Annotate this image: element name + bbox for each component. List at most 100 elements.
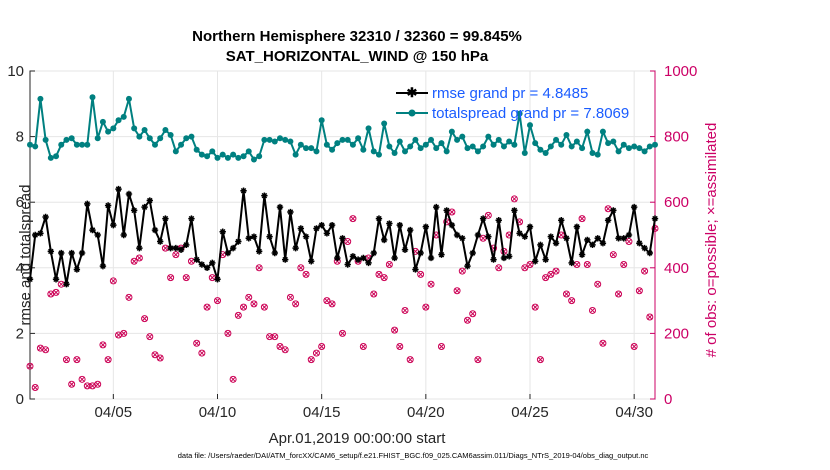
obs-assimilated-marker [214,297,221,304]
obs-assimilated-marker [381,274,388,281]
obs-possible-marker [547,270,555,278]
obs-count-point [156,354,164,362]
obs-count-point [120,329,128,337]
obs-assimilated-marker [47,291,54,297]
rmse-point [183,241,190,249]
totalspread-point [313,148,320,155]
obs-assimilated-marker [459,268,466,274]
obs-assimilated-marker [79,376,85,383]
rmse-point [448,221,456,229]
obs-count-point [469,310,477,318]
rmse-point [615,235,622,242]
obs-assimilated-marker [157,355,164,361]
obs-count-point [229,375,237,383]
obs-assimilated-marker [204,304,210,311]
rmse-point [641,244,648,252]
obs-assimilated-marker [292,301,299,307]
obs-assimilated-marker [396,343,403,350]
obs-assimilated-marker [605,205,611,212]
rmse-point [349,253,357,260]
totalspread-point [339,136,346,143]
obs-possible-marker [562,290,570,298]
obs-count-point [130,257,138,265]
obs-assimilated-marker [183,274,190,281]
obs-assimilated-marker [68,381,75,388]
obs-assimilated-marker [469,310,476,317]
axis-ticks: 04/05 04/10 04/15 04/20 04/25 04/30 0 2 4 6 8 10 0 20… [7,63,697,421]
rmse-point [84,200,91,208]
obs-count-point [536,356,544,364]
rmse-point [620,235,627,242]
obs-assimilated-marker [136,255,143,261]
obs-count-point [349,215,357,223]
rmse-point [505,253,513,260]
totalspread-point [396,138,403,145]
obs-assimilated-marker [553,268,559,274]
obs-assimilated-marker [376,271,382,278]
obs-count-point [276,343,284,351]
obs-count-point [578,215,586,223]
obs-assimilated-marker [126,294,132,301]
obs-assimilated-marker [547,271,554,278]
obs-assimilated-marker [225,330,231,337]
obs-count-point [641,267,649,275]
obs-assimilated-marker [438,343,445,350]
obs-count-point [26,362,34,370]
rmse-point [104,202,112,209]
obs-count-point [526,261,534,269]
obs-assimilated-marker [271,333,278,340]
rmse-point [422,223,430,230]
obs-possible-marker [307,356,315,364]
obs-count-point [552,267,560,275]
x-tick-label: 04/05 [95,404,133,421]
totalspread-point [214,154,221,161]
obs-count-point [620,261,628,269]
rmse-point [308,258,315,265]
rmse-point [589,241,596,249]
obs-assimilated-marker [282,346,289,353]
rmse-point [386,220,393,227]
totalspread-point [334,140,341,147]
obs-possible-marker [203,303,211,311]
obs-possible-marker [635,287,643,295]
rmse-point [443,207,450,214]
rmse-point [78,249,86,257]
rmse-point [375,215,383,222]
rmse-point [558,217,565,224]
obs-count-point [406,356,414,364]
rmse-point [58,249,65,257]
obs-count-point [323,297,331,305]
obs-assimilated-marker [89,383,96,389]
totalspread-point [27,141,33,148]
totalspread-point [136,133,143,140]
obs-possible-marker [531,303,539,311]
obs-count-point [391,326,399,334]
rmse-point [479,215,487,222]
totalspread-point [89,94,96,101]
obs-count-point [547,270,555,278]
obs-assimilated-marker [193,340,200,347]
totalspread-point [646,143,653,150]
obs-count-point [453,287,461,295]
obs-count-point [146,333,154,341]
totalspread-point [417,145,424,152]
totalspread-point [625,145,632,152]
obs-possible-marker [526,261,534,269]
legend-spread-marker [408,109,416,117]
obs-count-point [375,270,383,278]
totalspread-point [610,138,617,145]
obs-possible-marker [641,267,649,275]
obs-possible-marker [62,356,70,364]
obs-assimilated-marker [563,291,570,297]
obs-count-point [562,290,570,298]
totalspread-point [68,135,75,142]
obs-possible-marker [120,329,128,337]
obs-count-point [99,341,107,349]
obs-count-point [193,339,201,347]
totalspread-point [188,133,195,140]
totalspread-point [115,117,122,124]
totalspread-point [157,135,164,142]
obs-assimilated-marker [324,297,330,304]
rmse-point [532,258,539,265]
obs-count-point [281,346,289,354]
